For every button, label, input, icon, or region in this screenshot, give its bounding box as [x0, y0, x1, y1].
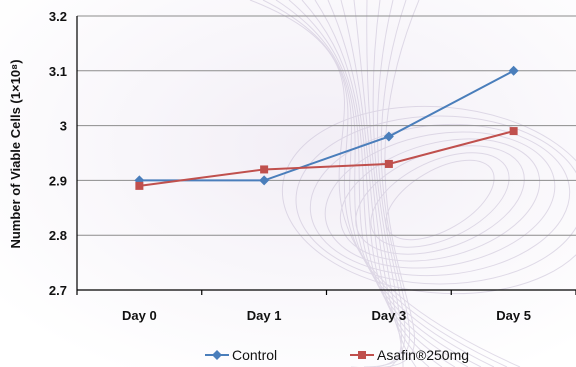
y-tick-label: 3: [60, 119, 67, 134]
data-point: [358, 351, 366, 359]
swirl-line: [363, 0, 411, 367]
series-asafin: [135, 127, 518, 190]
gridlines: [77, 15, 576, 236]
y-tick-label: 3.2: [49, 9, 67, 24]
data-point: [259, 175, 270, 186]
series-control: [134, 65, 519, 186]
y-tick-label: 2.9: [49, 173, 67, 188]
data-point: [383, 131, 394, 142]
y-axis-title: Number of Viable Cells (1×10⁸): [8, 59, 23, 248]
y-tick-label: 3.1: [49, 64, 67, 79]
axes: [76, 16, 576, 295]
y-tick-labels: 2.7 2.8 2.9 3 3.1 3.2: [49, 9, 67, 298]
series: [134, 65, 519, 190]
swirl-ring: [339, 138, 541, 262]
legend: Control Asafin®250mg: [205, 347, 469, 363]
x-tick-labels: Day 0 Day 1 Day 3 Day 5: [122, 308, 531, 323]
x-tick-label: Day 5: [496, 308, 531, 323]
y-tick-label: 2.7: [49, 283, 67, 298]
x-tick-label: Day 1: [247, 308, 282, 323]
swirl-line: [288, 0, 482, 367]
legend-item: Control: [205, 347, 277, 363]
swirl-line: [301, 0, 469, 367]
swirl-line: [353, 0, 417, 367]
swirl-line: [275, 0, 495, 367]
data-point: [260, 165, 269, 174]
swirl-ring: [281, 105, 576, 295]
legend-label: Control: [232, 347, 277, 363]
series-line: [139, 69, 515, 182]
swirl-line: [340, 0, 430, 367]
swirl-ring: [295, 115, 576, 285]
series-line: [139, 130, 514, 187]
swirl-line: [372, 0, 402, 367]
x-tick-label: Day 3: [372, 308, 407, 323]
data-point: [508, 65, 519, 76]
legend-label: Asafin®250mg: [377, 347, 469, 363]
data-point: [509, 127, 518, 136]
data-point: [135, 181, 144, 190]
swirl-line: [327, 0, 443, 367]
y-tick-label: 2.8: [49, 228, 67, 243]
legend-item: Asafin®250mg: [350, 347, 469, 363]
swirl-line: [351, 0, 420, 367]
data-point: [384, 159, 393, 168]
x-tick-label: Day 0: [122, 308, 157, 323]
data-point: [212, 350, 222, 360]
swirl-ring: [385, 159, 495, 241]
swirl-line: [376, 0, 406, 367]
swirl-ring: [324, 131, 556, 269]
